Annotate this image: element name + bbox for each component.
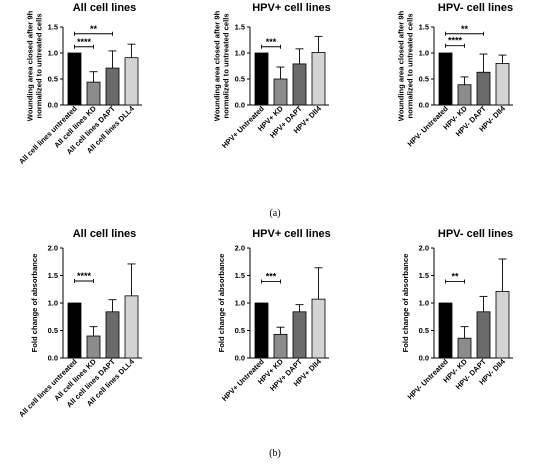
chart-title: All cell lines xyxy=(73,228,137,240)
y-axis-label: Fold change of absorbance xyxy=(217,254,226,353)
y-tick-label: 0.0 xyxy=(48,354,58,363)
significance-label: **** xyxy=(77,37,92,47)
chart-panel-5: HPV+ cell lines Fold change of absorbance… xyxy=(217,228,331,403)
y-tick-label: 0.0 xyxy=(419,354,429,363)
bar xyxy=(311,298,326,359)
y-tick-label: 1.5 xyxy=(48,23,58,32)
y-axis-label-line: normalized to untreated cells xyxy=(222,13,231,118)
y-axis-label: Fold change of absorbance xyxy=(401,254,410,353)
chart-panel-3: HPV- cell lines Wounding area closed afte… xyxy=(397,2,514,148)
chart-panel-6: HPV- cell lines Fold change of absorbance… xyxy=(401,228,513,401)
bar xyxy=(438,52,453,106)
y-axis-label-line: normalized to untreated cells xyxy=(406,13,415,118)
y-tick-label: 2.0 xyxy=(48,244,58,253)
bar xyxy=(495,291,510,359)
y-axis-label-line: Wounding area closed after 9h xyxy=(26,10,35,121)
bar xyxy=(273,333,288,359)
y-tick-label: 1.0 xyxy=(419,49,429,58)
bar xyxy=(457,337,472,359)
y-tick-label: 1.5 xyxy=(235,23,245,32)
chart-title: HPV- cell lines xyxy=(438,2,513,14)
y-axis-label-line: Fold change of absorbance xyxy=(217,254,226,353)
y-axis-label-line: Fold change of absorbance xyxy=(30,254,39,353)
y-axis-label: Wounding area closed after 9hnormalized … xyxy=(397,10,415,121)
bar xyxy=(86,81,101,106)
bar xyxy=(438,302,453,359)
y-tick-label: 0.5 xyxy=(419,75,429,84)
significance-label: ** xyxy=(451,272,459,282)
y-axis-label-line: Wounding area closed after 9h xyxy=(213,10,222,121)
y-tick-label: 1.0 xyxy=(48,299,58,308)
bar xyxy=(273,78,288,106)
bar xyxy=(457,84,472,106)
panel-label-b: (b) xyxy=(269,448,281,459)
bar xyxy=(292,63,307,106)
chart-panel-2: HPV+ cell lines Wounding area closed afte… xyxy=(213,2,331,150)
chart-title: HPV- cell lines xyxy=(438,228,513,240)
y-axis-label: Wounding area closed after 9hnormalized … xyxy=(213,10,231,121)
y-tick-label: 0.0 xyxy=(235,101,245,110)
chart-title: All cell lines xyxy=(73,2,137,14)
y-tick-label: 2.0 xyxy=(235,244,245,253)
bar xyxy=(67,52,82,106)
y-axis-label-line: normalized to untreated cells xyxy=(35,13,44,118)
y-tick-label: 2.0 xyxy=(419,244,429,253)
bar xyxy=(105,67,120,106)
y-tick-label: 1.0 xyxy=(235,49,245,58)
bar xyxy=(254,52,269,106)
chart-title: HPV+ cell lines xyxy=(252,228,331,240)
chart-panel-4: All cell lines Fold change of absorbance 0… xyxy=(17,228,142,419)
y-tick-label: 1.5 xyxy=(419,23,429,32)
bar xyxy=(476,311,491,359)
y-tick-label: 0.5 xyxy=(235,326,245,335)
significance-label: ** xyxy=(90,24,98,34)
bar xyxy=(124,57,139,106)
y-axis-label-line: Wounding area closed after 9h xyxy=(397,10,406,121)
chart-title: HPV+ cell lines xyxy=(252,2,331,14)
bar xyxy=(292,311,307,359)
y-tick-label: 1.5 xyxy=(48,271,58,280)
y-tick-label: 0.5 xyxy=(48,75,58,84)
y-tick-label: 0.0 xyxy=(48,101,58,110)
y-tick-label: 0.0 xyxy=(419,101,429,110)
y-tick-label: 1.0 xyxy=(48,49,58,58)
y-tick-label: 1.0 xyxy=(419,299,429,308)
y-axis-label-line: Fold change of absorbance xyxy=(401,254,410,353)
chart-panel-1: All cell lines Wounding area closed after… xyxy=(17,2,142,166)
significance-label: **** xyxy=(448,36,463,46)
bar xyxy=(476,71,491,106)
bar xyxy=(67,302,82,359)
y-tick-label: 1.0 xyxy=(235,299,245,308)
bar xyxy=(86,335,101,359)
bar xyxy=(105,311,120,359)
y-tick-label: 1.5 xyxy=(235,271,245,280)
significance-label: *** xyxy=(266,272,277,282)
y-axis-label: Fold change of absorbance xyxy=(30,254,39,353)
y-tick-label: 0.0 xyxy=(235,354,245,363)
panel-label-a: (a) xyxy=(269,208,280,219)
y-tick-label: 0.5 xyxy=(235,75,245,84)
bar xyxy=(254,302,269,359)
bar xyxy=(495,63,510,106)
y-tick-label: 0.5 xyxy=(419,326,429,335)
significance-label: ** xyxy=(461,24,469,34)
bar xyxy=(124,295,139,359)
y-tick-label: 0.5 xyxy=(48,326,58,335)
bar xyxy=(311,52,326,106)
significance-label: *** xyxy=(266,37,277,47)
y-tick-label: 1.5 xyxy=(419,271,429,280)
y-axis-label: Wounding area closed after 9hnormalized … xyxy=(26,10,44,121)
significance-label: **** xyxy=(77,271,92,281)
